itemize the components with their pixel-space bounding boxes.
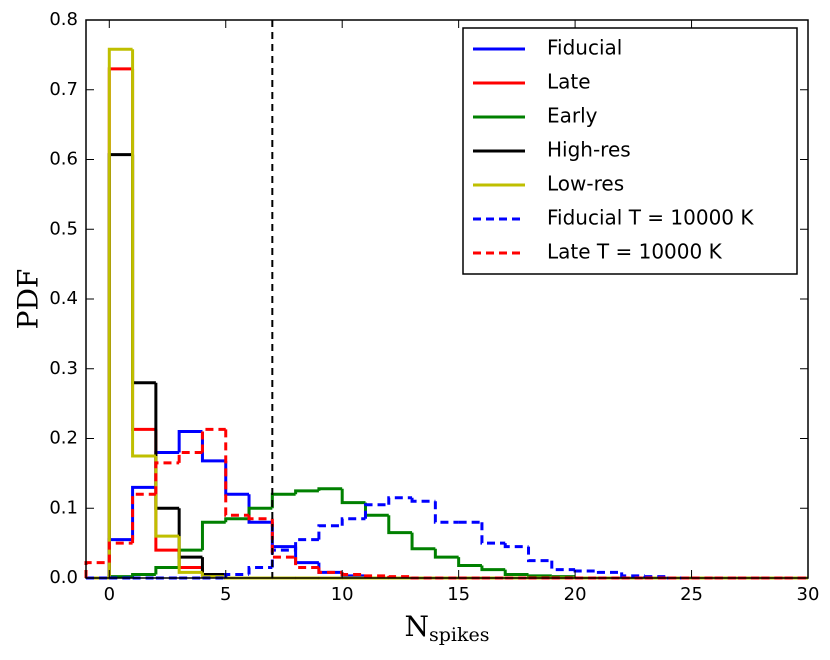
histogram-step xyxy=(527,574,552,578)
histogram-step xyxy=(131,154,156,385)
histogram-step xyxy=(154,461,180,495)
legend-label: Late xyxy=(547,70,591,94)
histogram-step xyxy=(247,566,273,575)
histogram-step xyxy=(154,455,180,538)
histogram-step xyxy=(340,488,366,505)
histogram-step xyxy=(177,550,203,570)
histogram-step xyxy=(294,489,319,495)
histogram-step xyxy=(317,524,343,540)
y-tick-label: 0.6 xyxy=(49,149,78,170)
histogram-step xyxy=(340,517,366,526)
y-tick-label: 0.1 xyxy=(49,497,78,518)
histogram-step xyxy=(294,557,319,570)
histogram-step xyxy=(131,68,156,431)
histogram-step xyxy=(457,557,482,567)
histogram-step xyxy=(154,429,180,552)
histogram-step xyxy=(573,569,599,573)
histogram-step xyxy=(433,501,459,524)
x-tick-label: 30 xyxy=(797,584,820,605)
histogram-step xyxy=(317,487,343,491)
histogram-step xyxy=(154,382,180,510)
histogram-step xyxy=(363,574,389,578)
histogram-step xyxy=(107,47,133,578)
histogram-step xyxy=(224,429,250,517)
histogram-step xyxy=(177,536,203,574)
x-tick-label: 0 xyxy=(104,584,115,605)
histogram-step xyxy=(107,67,133,578)
legend-label: Late T = 10000 K xyxy=(547,240,723,264)
histogram-step xyxy=(247,515,273,521)
x-tick-label: 5 xyxy=(220,584,231,605)
y-tick-label: 0.5 xyxy=(49,218,78,239)
x-tick-label: 15 xyxy=(447,584,470,605)
histogram-step xyxy=(177,548,203,568)
histogram-step xyxy=(200,427,226,453)
y-tick-label: 0.8 xyxy=(49,9,78,30)
histogram-step xyxy=(154,450,180,488)
histogram-step xyxy=(177,450,203,463)
histogram-step xyxy=(294,538,319,551)
legend-label: Fiducial xyxy=(547,36,622,60)
y-tick-label: 0.2 xyxy=(49,428,78,449)
histogram-step xyxy=(200,431,226,463)
histogram-step xyxy=(247,494,273,524)
histogram-step xyxy=(107,153,133,578)
histogram-step xyxy=(224,517,250,523)
histogram-step xyxy=(107,541,133,563)
y-tick-label: 0.4 xyxy=(49,288,78,309)
x-tick-label: 10 xyxy=(331,584,354,605)
x-axis-label: Nspikes xyxy=(405,610,490,647)
histogram-step xyxy=(410,532,436,551)
histogram-step xyxy=(84,561,110,578)
histogram-step xyxy=(387,575,413,579)
histogram-step xyxy=(247,506,273,519)
histogram-step xyxy=(200,557,226,577)
legend-label: High-res xyxy=(547,138,631,162)
histogram-step xyxy=(131,49,156,458)
histogram-step xyxy=(270,518,296,559)
y-tick-label: 0.7 xyxy=(49,79,78,100)
histogram-step xyxy=(224,460,250,496)
histogram-step xyxy=(131,492,156,544)
x-axis-label-sub: spikes xyxy=(429,624,490,646)
histogram-step xyxy=(363,503,389,519)
y-tick-label: 0.0 xyxy=(49,567,78,588)
histogram-step xyxy=(270,492,296,509)
legend: Fiducial Late Early High-res Low-res Fiducial… xyxy=(462,27,798,275)
x-axis-label-main: N xyxy=(405,610,430,643)
histogram-step xyxy=(177,430,203,453)
y-axis-label: PDF xyxy=(12,269,45,330)
histogram-step xyxy=(154,566,180,575)
histogram-step xyxy=(387,496,413,505)
histogram-step xyxy=(433,548,459,559)
histogram-step xyxy=(503,569,529,577)
histogram-step xyxy=(480,522,506,545)
histogram-step xyxy=(270,548,296,568)
histogram-step xyxy=(294,546,319,565)
x-tick-label: 20 xyxy=(564,584,587,605)
histogram-step xyxy=(620,572,645,578)
legend-label: Fiducial T = 10000 K xyxy=(547,206,754,230)
histogram-step xyxy=(550,560,576,572)
histogram-step xyxy=(410,497,436,503)
histogram-step xyxy=(480,565,506,572)
histogram-step xyxy=(317,567,343,574)
histogram-step xyxy=(503,543,529,549)
y-tick-label: 0.3 xyxy=(49,358,78,379)
histogram-step xyxy=(387,515,413,535)
histogram-step xyxy=(527,546,552,563)
histogram-step xyxy=(340,572,366,577)
legend-label: Low-res xyxy=(547,172,624,196)
histogram-step xyxy=(596,570,622,574)
histogram-step xyxy=(131,573,156,577)
histogram-step xyxy=(200,520,226,551)
histogram-step xyxy=(270,522,296,549)
legend-label: Early xyxy=(547,104,598,128)
x-tick-label: 25 xyxy=(680,584,703,605)
histogram-step xyxy=(107,538,133,578)
